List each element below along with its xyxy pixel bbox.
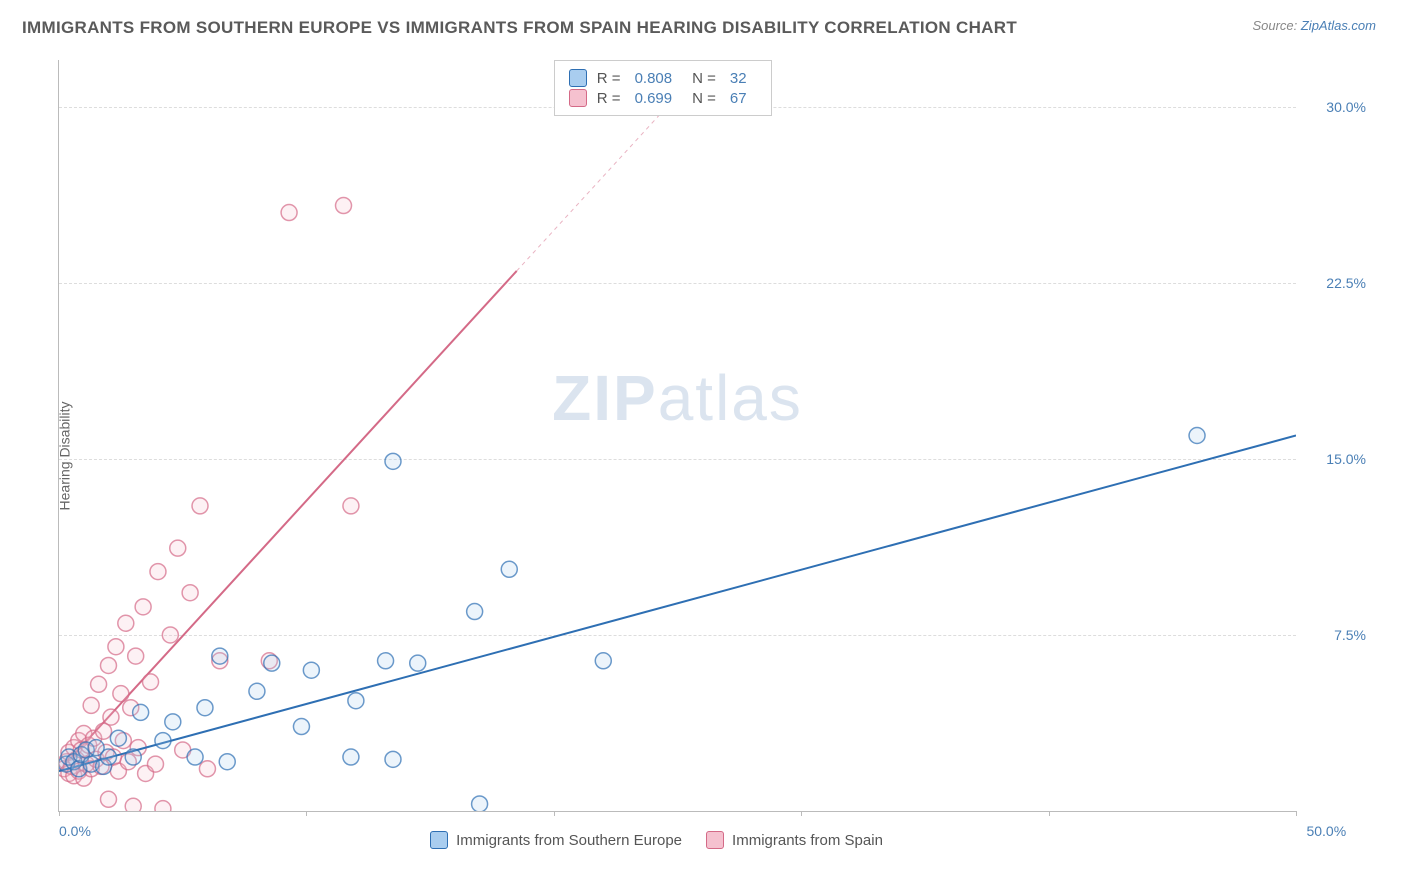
legend-item-blue: Immigrants from Southern Europe xyxy=(430,831,682,849)
source-link[interactable]: ZipAtlas.com xyxy=(1301,18,1376,33)
x-tick-mark xyxy=(801,811,802,816)
correlation-legend: R = 0.808 N = 32 R = 0.699 N = 67 xyxy=(554,60,772,116)
r-label: R = xyxy=(597,90,621,107)
legend-row-pink: R = 0.699 N = 67 xyxy=(569,89,757,107)
r-value-pink: 0.699 xyxy=(635,90,673,107)
n-label: N = xyxy=(692,90,716,107)
source-prefix: Source: xyxy=(1252,18,1300,33)
y-tick-label: 30.0% xyxy=(1326,99,1366,115)
y-tick-label: 22.5% xyxy=(1326,275,1366,291)
series-legend: Immigrants from Southern Europe Immigran… xyxy=(430,831,883,849)
x-tick-label: 0.0% xyxy=(59,823,91,839)
y-tick-label: 7.5% xyxy=(1334,627,1366,643)
legend-swatch-pink xyxy=(569,89,587,107)
x-tick-label: 50.0% xyxy=(1306,823,1346,839)
x-tick-mark xyxy=(1296,811,1297,816)
chart-title: IMMIGRANTS FROM SOUTHERN EUROPE VS IMMIG… xyxy=(22,18,1017,38)
x-tick-mark xyxy=(59,811,60,816)
n-label: N = xyxy=(692,70,716,87)
legend-swatch-blue xyxy=(430,831,448,849)
legend-item-pink: Immigrants from Spain xyxy=(706,831,883,849)
legend-swatch-pink xyxy=(706,831,724,849)
legend-label-pink: Immigrants from Spain xyxy=(732,832,883,849)
r-value-blue: 0.808 xyxy=(635,70,673,87)
y-tick-label: 15.0% xyxy=(1326,451,1366,467)
legend-label-blue: Immigrants from Southern Europe xyxy=(456,832,682,849)
legend-swatch-blue xyxy=(569,69,587,87)
n-value-blue: 32 xyxy=(730,70,747,87)
source-attribution: Source: ZipAtlas.com xyxy=(1252,18,1376,33)
plot-area: ZIPatlas 7.5%15.0%22.5%30.0% 0.0%50.0% R… xyxy=(58,60,1296,812)
r-label: R = xyxy=(597,70,621,87)
x-tick-mark xyxy=(1049,811,1050,816)
legend-row-blue: R = 0.808 N = 32 xyxy=(569,69,757,87)
chart-container: Hearing Disability ZIPatlas 7.5%15.0%22.… xyxy=(48,50,1376,862)
n-value-pink: 67 xyxy=(730,90,747,107)
x-tick-mark xyxy=(554,811,555,816)
plot-svg-layer xyxy=(59,60,1296,811)
x-tick-mark xyxy=(306,811,307,816)
